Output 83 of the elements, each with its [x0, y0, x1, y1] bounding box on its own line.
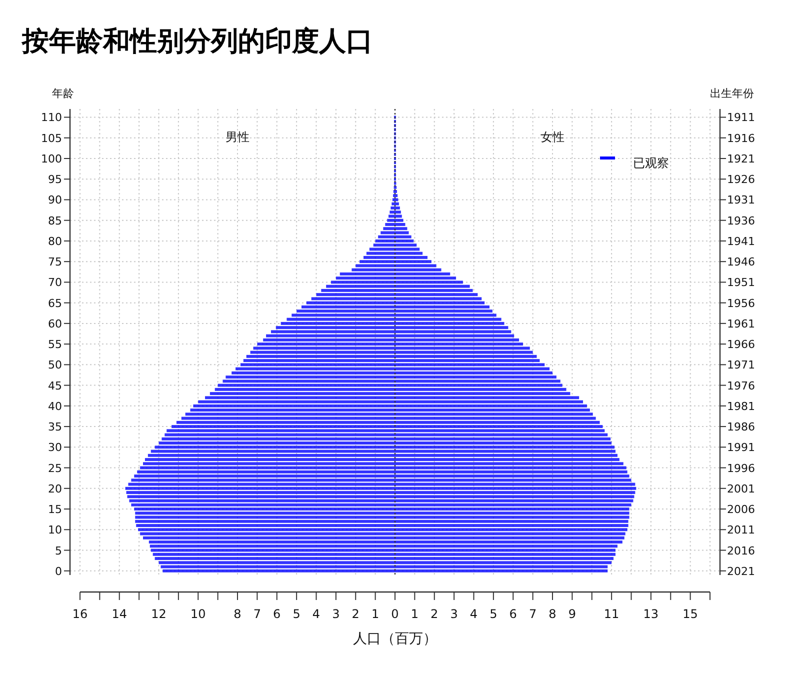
y2-tick-label: 2006 — [727, 503, 755, 516]
y2-tick-label: 1996 — [727, 462, 755, 475]
y-tick-label: 90 — [48, 194, 62, 207]
x-tick-label: 3 — [332, 607, 340, 621]
y-tick-label: 110 — [41, 111, 62, 124]
y-tick-label: 105 — [41, 132, 62, 145]
y2-tick-label: 1916 — [727, 132, 755, 145]
x-tick-label: 2 — [430, 607, 438, 621]
x-tick-label: 7 — [528, 607, 537, 621]
y2-tick-label: 1951 — [727, 276, 755, 290]
x-tick-label: 9 — [568, 607, 576, 621]
x-tick-label: 0 — [391, 607, 399, 621]
y-tick-label: 35 — [48, 420, 62, 434]
y2-tick-label: 2011 — [727, 524, 755, 537]
x-tick-label: 8 — [234, 607, 242, 621]
y2-tick-label: 2021 — [727, 564, 755, 578]
y2-axis-title: 出生年份 — [710, 87, 754, 100]
y-tick-label: 30 — [48, 441, 62, 454]
annotation: 男性 — [226, 130, 250, 144]
x-tick-label: 2 — [352, 607, 360, 621]
y-tick-label: 5 — [55, 544, 62, 558]
x-tick-label: 6 — [273, 607, 281, 621]
y2-tick-label: 1931 — [727, 194, 755, 207]
bar — [395, 194, 398, 198]
y2-tick-label: 2001 — [727, 482, 755, 496]
chart-title: 按年龄和性别分列的印度人口 — [21, 26, 373, 57]
y2-tick-label: 1911 — [727, 111, 755, 124]
y2-tick-label: 1921 — [727, 152, 755, 166]
x-tick-label: 8 — [548, 607, 556, 621]
y-tick-label: 85 — [48, 214, 62, 228]
x-tick-label: 4 — [470, 607, 478, 621]
y-tick-label: 50 — [48, 358, 62, 372]
y-tick-label: 25 — [48, 462, 62, 475]
y-tick-label: 70 — [48, 276, 62, 290]
y2-tick-label: 1976 — [727, 379, 755, 392]
x-tick-label: 12 — [151, 607, 166, 621]
y2-tick-label: 1936 — [727, 214, 755, 228]
y-tick-label: 45 — [48, 379, 62, 392]
y-tick-label: 10 — [48, 524, 62, 537]
y-tick-label: 0 — [55, 564, 62, 578]
y-tick-label: 20 — [48, 482, 62, 496]
y2-tick-label: 1941 — [727, 234, 755, 248]
y2-tick-label: 1966 — [727, 338, 755, 352]
y-tick-label: 15 — [48, 503, 62, 516]
bar — [392, 202, 395, 206]
y2-tick-label: 1961 — [727, 317, 755, 330]
y-tick-label: 80 — [48, 234, 62, 248]
x-tick-label: 1 — [410, 607, 419, 621]
y2-tick-label: 1926 — [727, 173, 755, 186]
legend-label: 已观察 — [633, 156, 669, 170]
annotation: 女性 — [540, 130, 564, 144]
x-tick-label: 1 — [371, 607, 380, 621]
y-axis-title: 年龄 — [52, 87, 74, 100]
x-tick-label: 3 — [450, 607, 458, 621]
y2-tick-label: 2016 — [727, 544, 755, 558]
y2-tick-label: 1971 — [727, 358, 755, 372]
y-tick-label: 60 — [48, 317, 62, 330]
x-axis-title: 人口（百万） — [353, 631, 437, 647]
y2-tick-label: 1991 — [727, 441, 755, 454]
y2-tick-label: 1946 — [727, 256, 755, 269]
x-tick-label: 16 — [72, 607, 88, 621]
bar — [392, 198, 395, 202]
bar — [395, 198, 398, 202]
y-tick-label: 55 — [48, 338, 62, 352]
x-tick-label: 14 — [112, 607, 128, 621]
y2-tick-label: 1981 — [727, 400, 755, 413]
y-tick-label: 100 — [41, 152, 62, 166]
y-tick-label: 65 — [48, 296, 62, 310]
x-tick-label: 5 — [490, 607, 498, 621]
y-tick-label: 40 — [48, 400, 62, 413]
x-tick-label: 5 — [292, 607, 300, 621]
x-tick-label: 15 — [682, 607, 698, 621]
x-tick-label: 7 — [253, 607, 262, 621]
y2-tick-label: 1986 — [727, 420, 755, 434]
y2-tick-label: 1956 — [727, 296, 755, 310]
x-tick-label: 4 — [312, 607, 320, 621]
x-tick-label: 11 — [604, 607, 620, 621]
x-tick-label: 6 — [509, 607, 517, 621]
y-tick-label: 95 — [48, 173, 62, 186]
y-tick-label: 75 — [48, 256, 62, 269]
x-tick-label: 13 — [643, 607, 659, 621]
x-tick-label: 10 — [190, 607, 206, 621]
bar — [395, 202, 399, 206]
